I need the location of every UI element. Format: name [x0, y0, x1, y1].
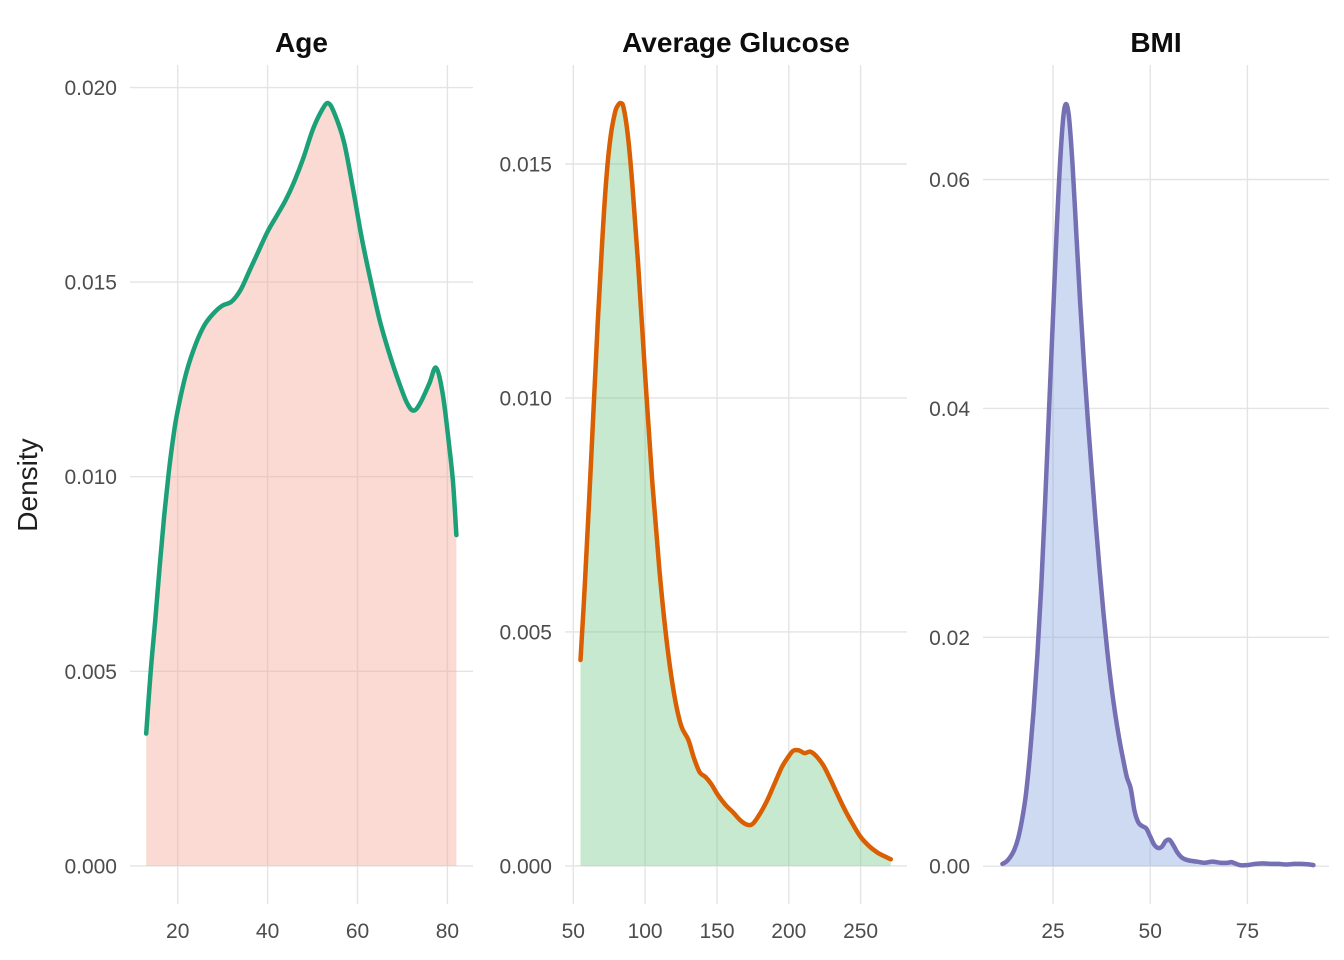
- x-tick-label: 75: [1236, 920, 1259, 943]
- panel-title-average-glucose: Average Glucose: [622, 27, 850, 58]
- y-tick-label: 0.005: [64, 661, 117, 684]
- y-tick-label: 0.02: [929, 627, 970, 650]
- x-tick-label: 50: [1139, 920, 1162, 943]
- gridlines: [565, 65, 907, 904]
- y-tick-label: 0.010: [499, 387, 552, 410]
- density-area-age: [146, 103, 457, 866]
- x-tick-label: 150: [699, 920, 734, 943]
- y-tick-label: 0.015: [499, 154, 552, 177]
- y-axis-title: Density: [12, 438, 43, 532]
- y-tick-label: 0.00: [929, 856, 970, 879]
- y-tick-label: 0.010: [64, 466, 117, 489]
- density-curve-age: [143, 100, 459, 736]
- gridlines: [983, 65, 1329, 904]
- density-area-average-glucose: [580, 103, 891, 866]
- density-curve-bmi: [1000, 101, 1316, 868]
- y-tick-label: 0.06: [929, 169, 970, 192]
- x-tick-label: 20: [166, 920, 189, 943]
- y-tick-label: 0.005: [499, 621, 552, 644]
- panel-title-age: Age: [275, 27, 328, 58]
- x-tick-label: 200: [771, 920, 806, 943]
- panel-age: 0.000 0.005 0.010 0.015 0.020 20 40 60 80 Age: [64, 27, 473, 943]
- y-tick-label: 0.020: [64, 77, 117, 100]
- density-area-bmi: [1002, 104, 1314, 867]
- panel-title-bmi: BMI: [1130, 27, 1181, 58]
- y-tick-label: 0.015: [64, 272, 117, 295]
- x-tick-label: 40: [256, 920, 279, 943]
- x-tick-label: 25: [1041, 920, 1064, 943]
- density-curve-average-glucose: [578, 100, 894, 862]
- panel-bmi: 0.00 0.02 0.04 0.06 25 50 75 BMI: [929, 27, 1329, 943]
- panel-average-glucose: 0.000 0.005 0.010 0.015 50 100 150 200 250 Averag…: [499, 27, 907, 943]
- x-tick-label: 60: [346, 920, 369, 943]
- y-tick-label: 0.000: [64, 855, 117, 878]
- x-tick-label: 80: [436, 920, 459, 943]
- y-tick-label: 0.000: [499, 855, 552, 878]
- x-tick-label: 100: [628, 920, 663, 943]
- x-tick-label: 250: [843, 920, 878, 943]
- x-tick-label: 50: [562, 920, 585, 943]
- y-tick-label: 0.04: [929, 398, 970, 421]
